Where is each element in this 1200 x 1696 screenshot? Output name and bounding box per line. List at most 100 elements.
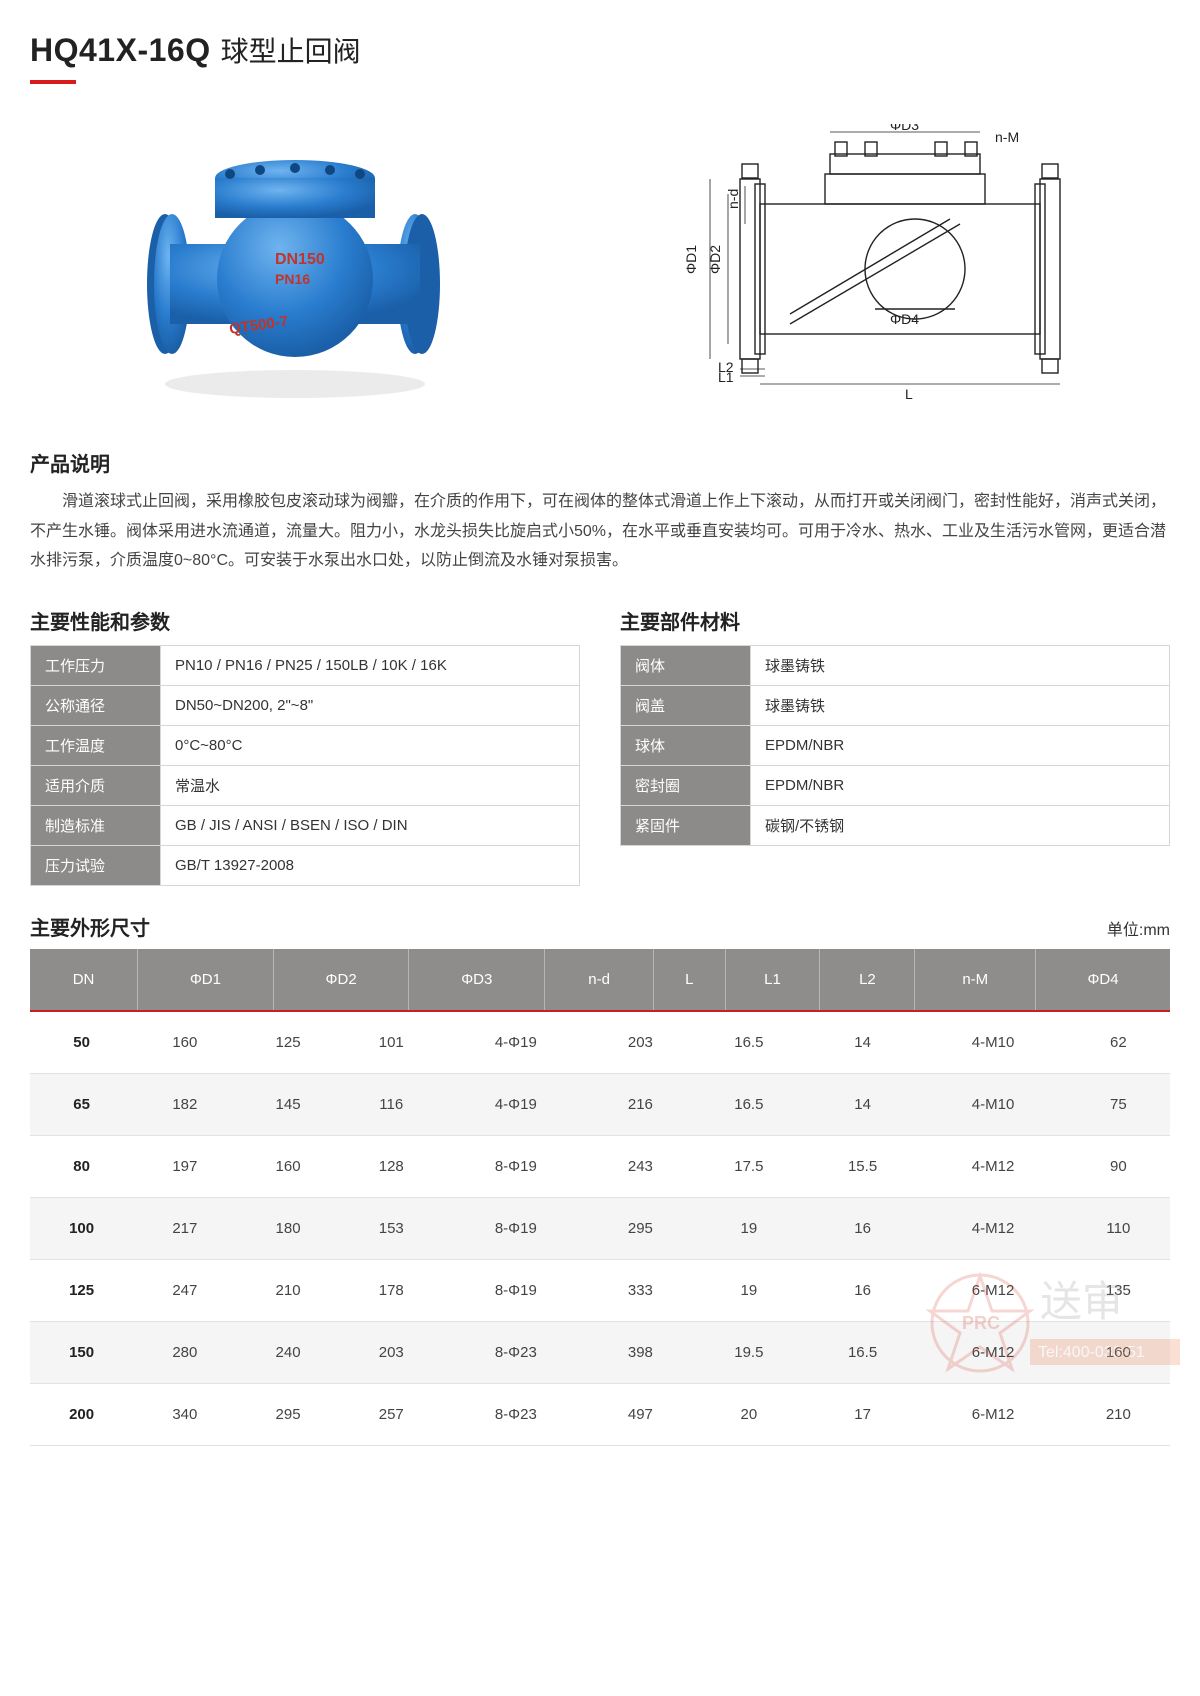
table-header: L1 xyxy=(725,949,820,1010)
table-cell: 160 xyxy=(1067,1321,1170,1383)
table-value: 碳钢/不锈钢 xyxy=(751,805,1170,845)
table-row: 1252472101788-Φ1933319166-M12135 xyxy=(30,1259,1170,1321)
table-label: 压力试验 xyxy=(31,845,161,885)
table-cell: 19 xyxy=(692,1197,806,1259)
table-row: 1002171801538-Φ1929519164-M12110 xyxy=(30,1197,1170,1259)
table-cell: 180 xyxy=(236,1197,339,1259)
engineering-drawing: ΦD1 ΦD2 ΦD3 n-M n-d ΦD4 L L2 L1 xyxy=(650,124,1130,404)
table-cell: 14 xyxy=(806,1073,920,1135)
description-paragraph: 滑道滚球式止回阀，采用橡胶包皮滚动球为阀瓣，在介质的作用下，可在阀体的整体式滑道… xyxy=(30,487,1170,576)
table-cell: 100 xyxy=(30,1197,133,1259)
table-cell: 210 xyxy=(236,1259,339,1321)
table-cell: 20 xyxy=(692,1383,806,1445)
table-cell: 4-Φ19 xyxy=(443,1073,589,1135)
table-cell: 17.5 xyxy=(692,1135,806,1197)
table-value: DN50~DN200, 2"~8" xyxy=(161,685,580,725)
table-cell: 65 xyxy=(30,1073,133,1135)
table-cell: 62 xyxy=(1067,1012,1170,1074)
table-cell: 210 xyxy=(1067,1383,1170,1445)
table-label: 制造标准 xyxy=(31,805,161,845)
table-row: 801971601288-Φ1924317.515.54-M1290 xyxy=(30,1135,1170,1197)
table-cell: 182 xyxy=(133,1073,236,1135)
table-cell: 125 xyxy=(30,1259,133,1321)
dim-unit-label: 单位:mm xyxy=(1107,916,1170,940)
table-header: ΦD1 xyxy=(138,949,274,1010)
table-cell: 4-M12 xyxy=(919,1135,1066,1197)
table-cell: 4-Φ19 xyxy=(443,1012,589,1074)
table-cell: 14 xyxy=(806,1012,920,1074)
table-cell: 19.5 xyxy=(692,1321,806,1383)
table-value: EPDM/NBR xyxy=(751,725,1170,765)
table-cell: 80 xyxy=(30,1135,133,1197)
section-desc-heading: 产品说明 xyxy=(30,448,1170,477)
table-header: n-M xyxy=(915,949,1036,1010)
materials-table: 阀体球墨铸铁阀盖球墨铸铁球体EPDM/NBR密封圈EPDM/NBR紧固件碳钢/不… xyxy=(620,645,1170,846)
table-label: 适用介质 xyxy=(31,765,161,805)
table-cell: 15.5 xyxy=(806,1135,920,1197)
table-cell: 50 xyxy=(30,1012,133,1074)
table-cell: 19 xyxy=(692,1259,806,1321)
table-cell: 197 xyxy=(133,1135,236,1197)
table-cell: 295 xyxy=(589,1197,692,1259)
table-row: 2003402952578-Φ2349720176-M12210 xyxy=(30,1383,1170,1445)
table-header: ΦD3 xyxy=(409,949,545,1010)
table-row: 651821451164-Φ1921616.5144-M1075 xyxy=(30,1073,1170,1135)
table-cell: 101 xyxy=(340,1012,443,1074)
table-cell: 398 xyxy=(589,1321,692,1383)
table-cell: 6-M12 xyxy=(919,1259,1066,1321)
table-cell: 200 xyxy=(30,1383,133,1445)
table-value: EPDM/NBR xyxy=(751,765,1170,805)
section-dim-heading: 主要外形尺寸 xyxy=(30,912,150,941)
title-cn: 球型止回阀 xyxy=(221,30,361,70)
table-value: PN10 / PN16 / PN25 / 150LB / 10K / 16K xyxy=(161,645,580,685)
table-cell: 8-Φ23 xyxy=(443,1383,589,1445)
svg-text:PN16: PN16 xyxy=(275,271,310,287)
table-cell: 8-Φ19 xyxy=(443,1259,589,1321)
table-cell: 6-M12 xyxy=(919,1383,1066,1445)
table-value: GB/T 13927-2008 xyxy=(161,845,580,885)
table-header: ΦD4 xyxy=(1036,949,1170,1010)
table-label: 公称通径 xyxy=(31,685,161,725)
title-model: HQ41X-16Q xyxy=(30,32,211,69)
table-cell: 75 xyxy=(1067,1073,1170,1135)
section-mat-heading: 主要部件材料 xyxy=(620,606,1170,635)
svg-text:n-M: n-M xyxy=(995,129,1019,145)
table-cell: 145 xyxy=(236,1073,339,1135)
table-label: 工作温度 xyxy=(31,725,161,765)
table-cell: 17 xyxy=(806,1383,920,1445)
table-label: 球体 xyxy=(621,725,751,765)
svg-text:ΦD3: ΦD3 xyxy=(890,124,919,133)
table-cell: 8-Φ19 xyxy=(443,1135,589,1197)
section-perf-heading: 主要性能和参数 xyxy=(30,606,580,635)
table-cell: 340 xyxy=(133,1383,236,1445)
table-cell: 280 xyxy=(133,1321,236,1383)
table-cell: 8-Φ23 xyxy=(443,1321,589,1383)
table-row: 1502802402038-Φ2339819.516.56-M12160 xyxy=(30,1321,1170,1383)
table-cell: 295 xyxy=(236,1383,339,1445)
table-cell: 110 xyxy=(1067,1197,1170,1259)
table-cell: 150 xyxy=(30,1321,133,1383)
svg-text:L: L xyxy=(905,386,913,402)
table-cell: 90 xyxy=(1067,1135,1170,1197)
table-row: 501601251014-Φ1920316.5144-M1062 xyxy=(30,1012,1170,1074)
table-cell: 125 xyxy=(236,1012,339,1074)
table-cell: 4-M12 xyxy=(919,1197,1066,1259)
table-header: L2 xyxy=(820,949,915,1010)
table-cell: 153 xyxy=(340,1197,443,1259)
table-cell: 243 xyxy=(589,1135,692,1197)
table-value: 球墨铸铁 xyxy=(751,685,1170,725)
svg-text:L1: L1 xyxy=(718,369,734,385)
table-cell: 16 xyxy=(806,1259,920,1321)
table-cell: 4-M10 xyxy=(919,1012,1066,1074)
table-cell: 16.5 xyxy=(806,1321,920,1383)
table-cell: 4-M10 xyxy=(919,1073,1066,1135)
table-label: 密封圈 xyxy=(621,765,751,805)
table-cell: 216 xyxy=(589,1073,692,1135)
table-value: GB / JIS / ANSI / BSEN / ISO / DIN xyxy=(161,805,580,845)
title-underline xyxy=(30,80,76,84)
svg-text:ΦD1: ΦD1 xyxy=(683,245,699,274)
table-cell: 257 xyxy=(340,1383,443,1445)
table-cell: 203 xyxy=(589,1012,692,1074)
table-header: DN xyxy=(30,949,138,1010)
table-label: 阀盖 xyxy=(621,685,751,725)
